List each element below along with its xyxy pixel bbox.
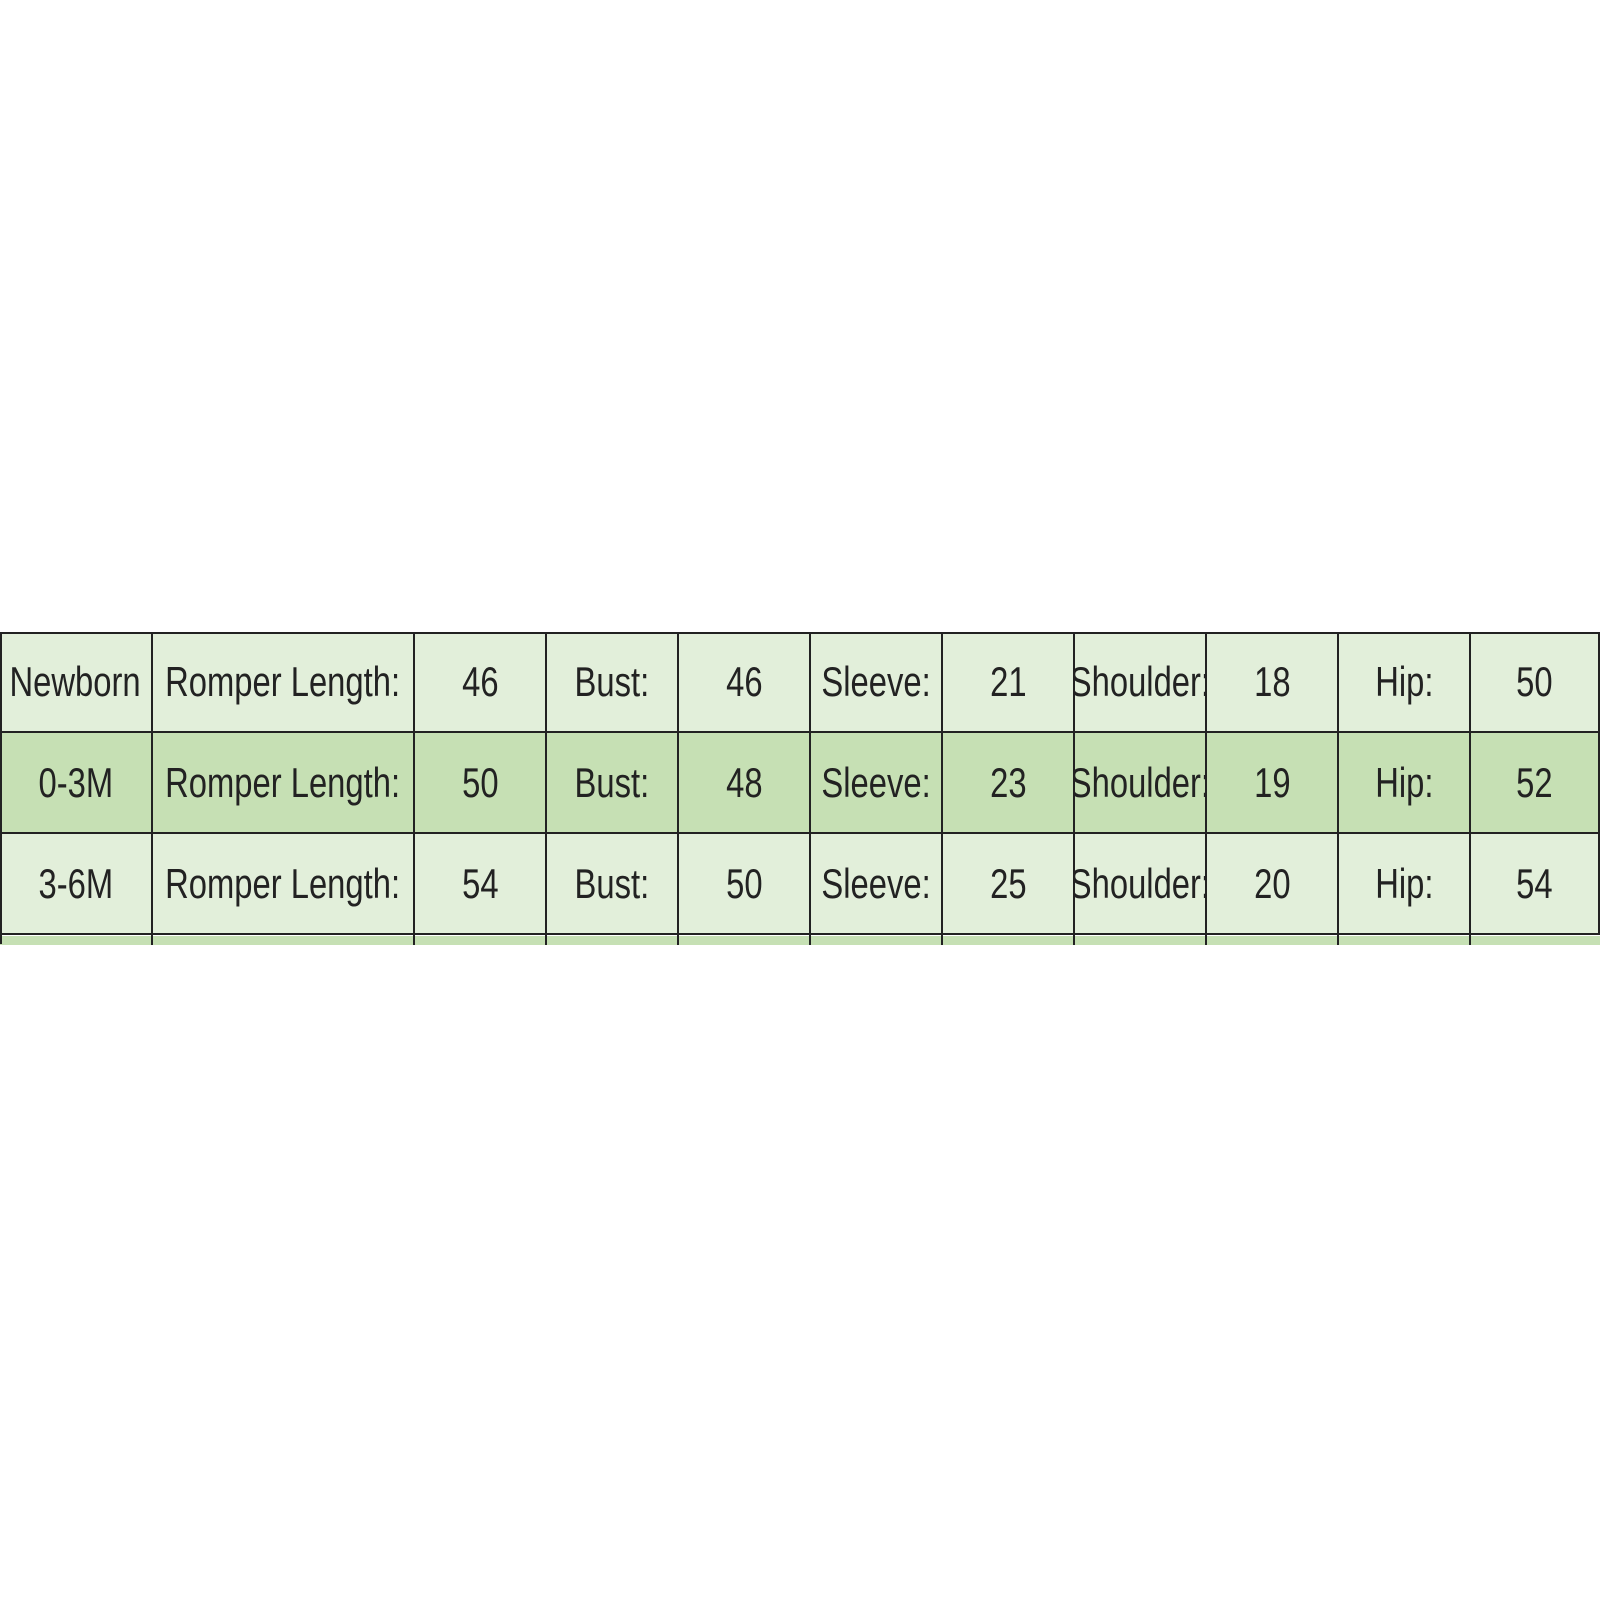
- cell-text: Romper Length:: [165, 758, 401, 806]
- cell-text: Sleeve:: [821, 657, 931, 705]
- grid-line: [151, 935, 153, 945]
- grid-line: [1205, 935, 1207, 945]
- cell-text: Hip:: [1374, 758, 1434, 806]
- partial-row: [0, 936, 1600, 945]
- cell-text: 50: [461, 758, 499, 806]
- table-cell: Hip:: [1339, 733, 1471, 834]
- table-cell: 46: [415, 632, 547, 733]
- cell-text: 54: [461, 859, 499, 907]
- grid-line: [545, 935, 547, 945]
- grid-line: [809, 935, 811, 945]
- table-cell: Sleeve:: [811, 733, 943, 834]
- grid-line: [1337, 935, 1339, 945]
- cell-text: 0-3M: [38, 758, 113, 806]
- table-cell: Hip:: [1339, 632, 1471, 733]
- table-cell: Romper Length:: [153, 834, 415, 935]
- table-cell: 21: [943, 632, 1075, 733]
- table-cell: 52: [1471, 733, 1600, 834]
- table-cell: 0-3M: [0, 733, 153, 834]
- cell-text: 3-6M: [38, 859, 113, 907]
- cell-text: 50: [1516, 657, 1553, 705]
- cell-text: Shoulder:: [1075, 758, 1207, 806]
- cell-text: 21: [989, 657, 1027, 705]
- table-border: [0, 632, 1600, 634]
- table-cell: Shoulder:: [1075, 834, 1207, 935]
- cell-text: Bust:: [574, 758, 650, 806]
- table-cell: Hip:: [1339, 834, 1471, 935]
- cell-text: Newborn: [9, 657, 142, 705]
- table-cell: Shoulder:: [1075, 632, 1207, 733]
- table-cell: 54: [415, 834, 547, 935]
- cell-text: Shoulder:: [1075, 859, 1207, 907]
- cell-text: 54: [1516, 859, 1553, 907]
- cell-text: Bust:: [574, 657, 650, 705]
- table-cell: 50: [679, 834, 811, 935]
- table-cell: Shoulder:: [1075, 733, 1207, 834]
- cell-text: 20: [1253, 859, 1291, 907]
- table-cell: 46: [679, 632, 811, 733]
- cell-text: 46: [461, 657, 499, 705]
- table-cell: Sleeve:: [811, 632, 943, 733]
- table-cell: 3-6M: [0, 834, 153, 935]
- cell-text: 50: [725, 859, 763, 907]
- grid-line: [413, 935, 415, 945]
- cell-text: 46: [725, 657, 763, 705]
- cell-text: Hip:: [1374, 859, 1434, 907]
- cell-text: 18: [1253, 657, 1291, 705]
- cell-text: 52: [1516, 758, 1553, 806]
- table-cell: 19: [1207, 733, 1339, 834]
- cell-text: 48: [725, 758, 763, 806]
- table-cell: 23: [943, 733, 1075, 834]
- cell-text: 23: [989, 758, 1027, 806]
- cell-text: Romper Length:: [165, 657, 401, 705]
- cell-text: Sleeve:: [821, 859, 931, 907]
- table-border: [0, 632, 2, 944]
- table-cell: Romper Length:: [153, 733, 415, 834]
- table-cell: 18: [1207, 632, 1339, 733]
- table-cell: 50: [415, 733, 547, 834]
- grid-line: [941, 935, 943, 945]
- cell-text: 25: [989, 859, 1027, 907]
- table-cell: 50: [1471, 632, 1600, 733]
- table-cell: 48: [679, 733, 811, 834]
- table-cell: 25: [943, 834, 1075, 935]
- cell-text: Shoulder:: [1075, 657, 1207, 705]
- table-cell: Bust:: [547, 632, 679, 733]
- grid-line: [1469, 935, 1471, 945]
- table-cell: Bust:: [547, 733, 679, 834]
- table-cell: Romper Length:: [153, 632, 415, 733]
- cell-text: Sleeve:: [821, 758, 931, 806]
- cell-text: 19: [1253, 758, 1291, 806]
- cell-text: Hip:: [1374, 657, 1434, 705]
- table-cell: 20: [1207, 834, 1339, 935]
- grid-line: [677, 935, 679, 945]
- table-cell: Bust:: [547, 834, 679, 935]
- cell-text: Bust:: [574, 859, 650, 907]
- table-cell: 54: [1471, 834, 1600, 935]
- table-cell: Sleeve:: [811, 834, 943, 935]
- table-cell: Newborn: [0, 632, 153, 733]
- cell-text: Romper Length:: [165, 859, 401, 907]
- grid-line: [1073, 935, 1075, 945]
